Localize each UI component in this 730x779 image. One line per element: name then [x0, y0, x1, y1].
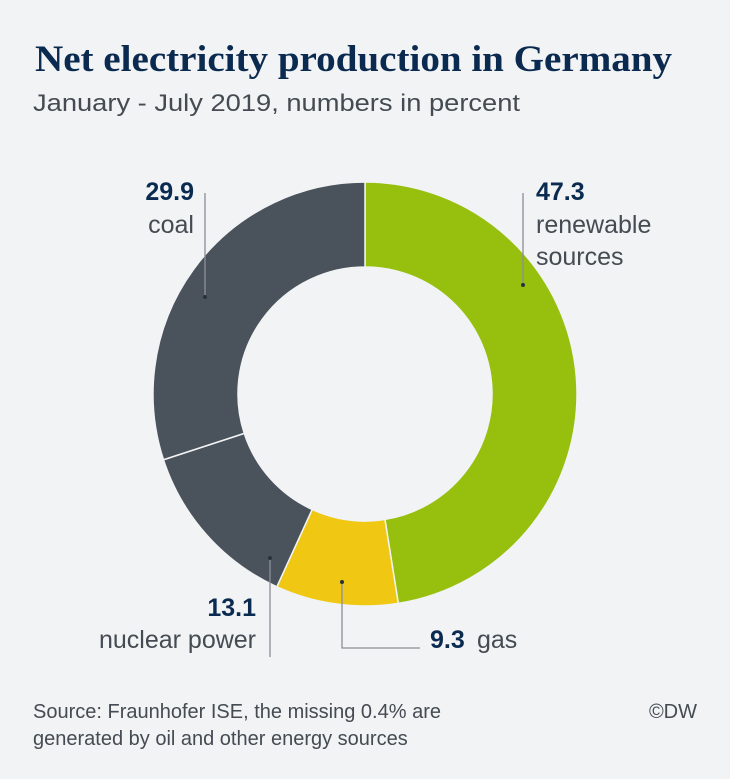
credit-dw-logo: ©DW	[649, 701, 697, 723]
source-line-2: generated by oil and other energy source…	[33, 728, 408, 750]
chart-subtitle: January - July 2019, numbers in percent	[33, 90, 520, 117]
category-label-nuclear: nuclear power	[99, 626, 256, 654]
leader-dot-renewable	[521, 283, 525, 287]
value-label-nuclear: 13.1	[207, 594, 256, 622]
slice-coal	[152, 181, 366, 461]
category-label-renewable-1: renewable	[536, 211, 651, 239]
leader-dot-nuclear	[268, 556, 272, 560]
source-line-1: Source: Fraunhofer ISE, the missing 0.4%…	[33, 701, 441, 723]
slice-renewable-sources	[364, 181, 578, 605]
chart-title: Net electricity production in Germany	[35, 39, 673, 80]
leader-lines	[203, 193, 525, 657]
category-label-renewable-2: sources	[536, 243, 624, 271]
leader-line-gas	[341, 582, 420, 649]
donut-slices	[152, 181, 578, 607]
value-label-gas: 9.3	[430, 626, 465, 654]
category-label-gas: gas	[477, 626, 517, 654]
leader-dot-gas	[340, 580, 344, 584]
value-label-renewable: 47.3	[536, 178, 585, 206]
category-label-coal: coal	[148, 211, 194, 239]
leader-dot-coal	[203, 295, 207, 299]
value-label-coal: 29.9	[145, 178, 194, 206]
